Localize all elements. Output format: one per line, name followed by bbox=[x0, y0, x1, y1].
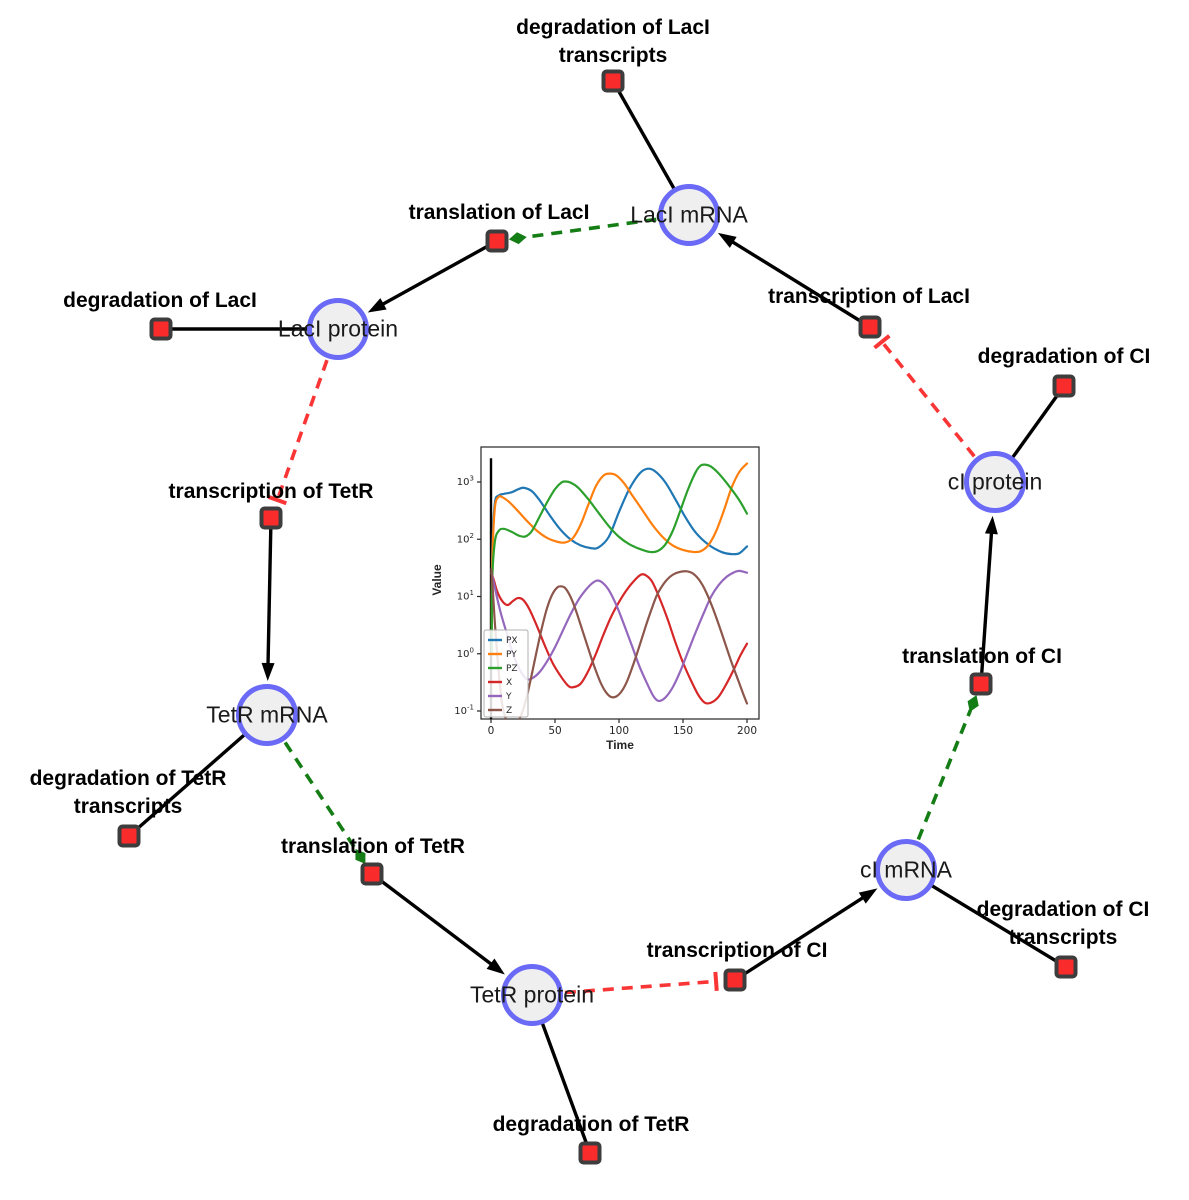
reaction-node-translation-of-laci[interactable] bbox=[485, 229, 509, 253]
diamond-arrowhead bbox=[967, 695, 979, 712]
series-PZ bbox=[490, 463, 749, 655]
svg-text:150: 150 bbox=[673, 725, 693, 737]
species-node-ci-protein[interactable] bbox=[964, 451, 1026, 513]
arrowhead bbox=[984, 515, 998, 535]
reaction-node-deg-tetr-transcripts[interactable] bbox=[117, 824, 141, 848]
svg-text:101: 101 bbox=[457, 589, 474, 603]
edge-product-translation-of-laci-laci-protein bbox=[367, 239, 498, 313]
series-PY bbox=[490, 462, 749, 638]
tee-head bbox=[873, 334, 891, 350]
species-node-tetr-protein[interactable] bbox=[501, 964, 563, 1026]
series-Z bbox=[490, 568, 749, 719]
legend-label-PY: PY bbox=[506, 650, 517, 660]
species-node-tetr-mrna[interactable] bbox=[236, 684, 298, 746]
edge-product-translation-of-ci-ci-protein bbox=[979, 515, 998, 685]
edge-activation-ci-mrna-translation-of-ci bbox=[916, 695, 979, 841]
y-ticks: 103 102 101 100 10-1 bbox=[454, 475, 481, 718]
reaction-node-deg-tetr[interactable] bbox=[578, 1141, 602, 1165]
legend-label-Z: Z bbox=[506, 706, 512, 716]
edge-activation-tetr-mrna-translation-of-tetr bbox=[283, 741, 366, 864]
diamond-arrowhead bbox=[508, 232, 527, 245]
arrowhead bbox=[486, 958, 505, 975]
reaction-node-deg-laci-transcripts[interactable] bbox=[601, 69, 625, 93]
series-PX bbox=[490, 467, 749, 638]
svg-text:50: 50 bbox=[548, 725, 561, 737]
legend-label-Y: Y bbox=[505, 692, 512, 702]
edge-product-transcription-of-tetr-tetr-mrna bbox=[261, 517, 275, 682]
reaction-node-transcription-of-laci[interactable] bbox=[858, 315, 882, 339]
x-axis-label: Time bbox=[606, 738, 634, 752]
legend-label-X: X bbox=[506, 678, 512, 688]
arrowhead bbox=[261, 662, 275, 682]
svg-text:200: 200 bbox=[737, 725, 757, 737]
edge-product-transcription-of-ci-ci-mrna bbox=[734, 888, 878, 982]
svg-text:100: 100 bbox=[609, 725, 629, 737]
reaction-node-translation-of-tetr[interactable] bbox=[360, 862, 384, 886]
svg-text:100: 100 bbox=[457, 646, 474, 660]
legend-label-PX: PX bbox=[506, 636, 518, 646]
svg-text:102: 102 bbox=[457, 532, 474, 546]
edge-inhibition-tetr-protein-transcription-of-ci bbox=[564, 971, 719, 995]
reaction-node-transcription-of-tetr[interactable] bbox=[259, 506, 283, 530]
reaction-node-transcription-of-ci[interactable] bbox=[723, 968, 747, 992]
arrowhead bbox=[858, 888, 878, 904]
svg-text:0: 0 bbox=[488, 725, 495, 737]
edge-inhibition-laci-protein-transcription-of-tetr bbox=[267, 359, 329, 506]
edge-activation-laci-mrna-translation-of-laci bbox=[508, 217, 657, 245]
species-node-ci-mrna[interactable] bbox=[875, 839, 937, 901]
species-node-laci-protein[interactable] bbox=[307, 298, 369, 360]
svg-text:103: 103 bbox=[457, 475, 474, 489]
chart-legend: PX PY PZ XYZ bbox=[483, 629, 529, 718]
reaction-node-deg-ci[interactable] bbox=[1052, 374, 1076, 398]
arrowhead bbox=[717, 232, 737, 248]
timecourse-plot: 0 50 100 150 200 103 102 101 100 10-1 PX PY PZ X Y Z bbox=[420, 430, 770, 780]
edge-product-transcription-of-laci-laci-mrna bbox=[717, 232, 871, 329]
legend-label-PZ: PZ bbox=[506, 664, 518, 674]
species-node-laci-mrna[interactable] bbox=[658, 184, 720, 246]
svg-text:10-1: 10-1 bbox=[454, 704, 474, 718]
series-X bbox=[490, 572, 749, 705]
plot-axes-box bbox=[480, 446, 760, 720]
arrowhead bbox=[367, 298, 387, 313]
edge-inhibition-ci-protein-transcription-of-laci bbox=[873, 334, 976, 458]
diamond-arrowhead bbox=[355, 848, 366, 864]
reaction-node-deg-laci[interactable] bbox=[149, 317, 173, 341]
reaction-node-translation-of-ci[interactable] bbox=[969, 672, 993, 696]
edge-product-translation-of-tetr-tetr-protein bbox=[370, 872, 505, 975]
edge-reactant-ci-mrna-deg-ci-transcripts bbox=[905, 868, 1067, 969]
tee-head bbox=[713, 971, 719, 992]
reaction-node-deg-ci-transcripts[interactable] bbox=[1054, 955, 1078, 979]
timecourse-plot-svg: 0 50 100 150 200 103 102 101 100 10-1 PX PY PZ XYZ bbox=[454, 446, 760, 737]
tee-head bbox=[267, 495, 287, 506]
x-ticks: 0 50 100 150 200 bbox=[488, 719, 757, 737]
